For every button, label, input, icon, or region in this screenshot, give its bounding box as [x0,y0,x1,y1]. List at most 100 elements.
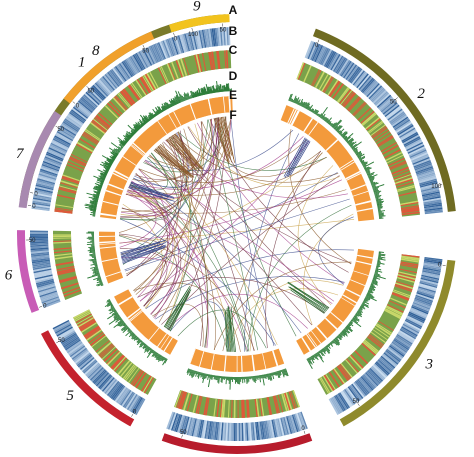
chr2-expression-bin [328,80,340,97]
chr2-coverage-bar [378,209,381,212]
chr3-density-bin [356,379,369,395]
chr7-density-bin [33,194,52,200]
chr9-density-bin [188,32,195,51]
track-label-f: F [229,108,236,122]
chr2-density-bin [321,48,331,66]
chr7-density-bin [45,153,63,162]
chr4-link-bundle [225,311,229,352]
chr3-coverage-bar [374,272,380,276]
chr4-density-bin [206,420,211,439]
chr4-coverage-bar [197,371,200,378]
chr2-density-bin [418,177,437,184]
chr5-coverage-bar [158,355,163,363]
chr3-density-bin [412,303,430,312]
chr7-coverage-bar [107,165,111,168]
chr3-expression-bin [395,281,414,288]
chr4-coverage-bar [255,375,257,382]
chr6-density-bin [30,247,49,251]
chr2-expression-bin [398,191,417,197]
chr8-density-bin [76,101,92,115]
chr2-coverage-bar [312,110,315,113]
synteny-link [244,133,300,352]
chr1-coverage-bar [118,146,123,150]
chr5-density-bin [79,357,95,370]
chr3-density-bin [411,304,429,313]
chr1-density-bin [70,109,87,122]
chr2-coverage-bar [356,152,363,157]
chr2-coverage-bar [303,101,308,108]
chr5-coverage-bar [113,320,124,329]
chr2-density-bin [319,47,330,65]
chr2-density-bin [415,166,434,174]
chr2-coverage-bar [325,118,329,123]
chr3-expression-bin [397,276,415,283]
chr7-expression-bin [60,180,79,187]
chr4-link-bundle [229,311,235,353]
chr4-expression-bin [277,394,284,413]
chr4-coverage-bar [247,376,249,383]
chr9-tick-label: 0 [174,37,178,43]
chr5-ideogram [40,330,135,427]
chr8-coverage-bar [175,94,181,104]
chr7-tick-label: 50 [57,127,64,133]
chr4-coverage-bar [261,374,265,386]
chr4-coverage-bar [230,376,233,380]
chr6-link-bundle [122,247,166,264]
chr6-density-bin [33,269,52,275]
chr9-synteny-band [194,96,233,118]
chr5-coverage-bar [146,347,151,353]
chr6-density-bin [36,281,55,288]
chr3-density-bin [335,394,346,411]
chr2-expression-bin [377,136,394,148]
chr8-coverage-bar [125,140,128,143]
chr8-coverage-bar [123,134,130,141]
chr3-coverage-bar [378,256,386,259]
chr2-density-bin [395,122,412,133]
chr3-density-bin [330,397,341,415]
chr2-coverage-bar [371,184,376,187]
chr6-coverage-bar [87,249,95,252]
chr4-density-bin [290,414,297,433]
chr2-density-bin [377,96,393,110]
chr1-expression-bin [90,121,106,135]
chr2-coverage-bar [361,161,366,165]
chr5-density-bin [105,380,119,395]
chr3-coverage-bar [349,321,353,325]
chr2-expression-bin [401,211,420,216]
chr2-synteny-gap [346,172,362,181]
chr9-density-bin [216,27,220,46]
chr4-coverage-bar [253,375,255,382]
chr3-density-bin [410,308,428,318]
chr3-synteny-gap [306,334,316,348]
chr2-density-bin [412,156,430,165]
chr9-coverage-bar [198,88,202,96]
chr9-density-bin [211,28,216,47]
chr7-coverage-bar [103,166,110,171]
chr4-coverage-bar [223,376,226,380]
chr5-density-bin [124,392,136,409]
chr6-coverage-bar [93,276,101,281]
chr4-expression-bin [183,392,190,411]
chr6-density-bin [32,261,51,266]
chr2-density-bin [410,150,428,160]
chr4-density-bin [178,415,186,434]
chr3-coverage-bar [377,261,381,263]
chr7-expression-bin [54,209,73,214]
chr6-expression-bin [63,289,82,297]
chr8-expression-bin [109,100,123,115]
chr4-density-bin [253,422,257,441]
chr4-coverage-bar [231,376,234,382]
chr7-density-bin [34,189,53,195]
chr7-density-bin [56,131,74,142]
chr4-coverage-bar [243,376,245,380]
chr8-density-bin [73,105,89,118]
chr2-coverage-bar [377,206,384,209]
chr5-density-bin [69,345,86,358]
synteny-link [138,138,308,183]
chr2-expression-bin [361,112,376,126]
chr2-coverage-bar [292,95,297,103]
chr1-density-bin [66,115,82,128]
chr3-density-bin [401,326,418,337]
chr5-expression-bin [101,346,116,360]
chr1-coverage-bar [183,96,186,101]
